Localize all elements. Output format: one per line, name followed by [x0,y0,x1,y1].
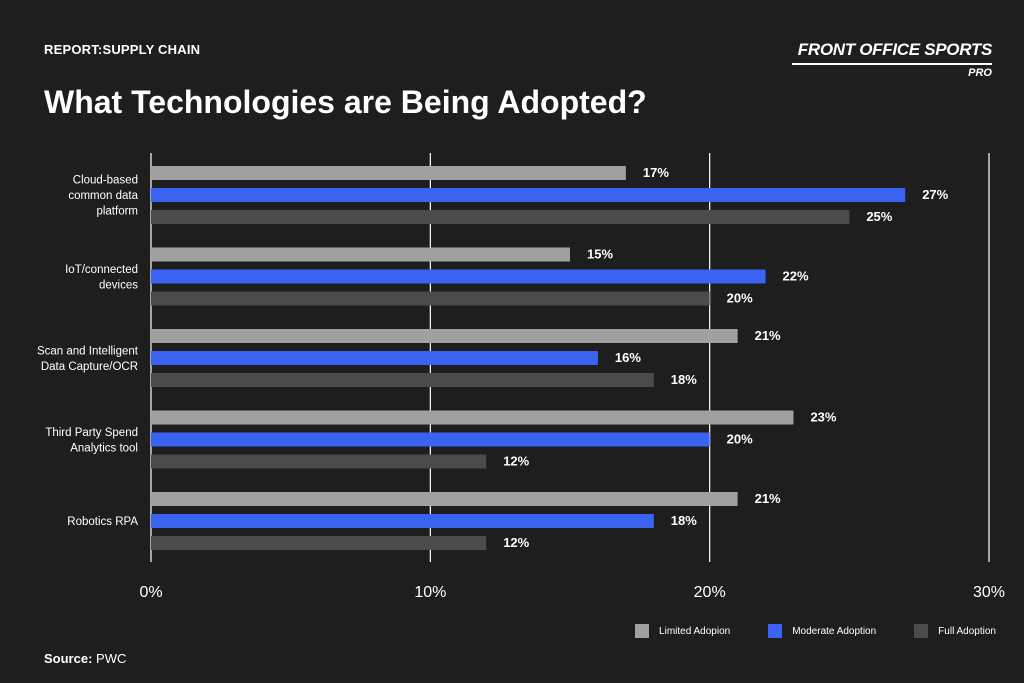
data-label: 12% [503,535,529,550]
data-label: 21% [755,328,781,343]
bar [151,373,654,387]
brand-sub: PRO [968,67,992,79]
legend-label: Moderate Adoption [792,625,877,637]
bar [151,247,570,262]
category-label: Scan and Intelligent [37,345,139,357]
legend-swatch [768,624,783,638]
bar [151,166,626,180]
bar [151,351,598,365]
category-label: Analytics tool [70,442,138,454]
x-tick-label: 30% [973,584,1005,601]
bar [151,291,710,306]
category-label: Robotics RPA [67,516,138,528]
bar [151,269,766,284]
bar [151,188,906,202]
page-title: What Technologies are Being Adopted? [44,84,647,120]
data-label: 17% [643,165,669,180]
source-value: PWC [96,651,127,666]
category-label: common data [68,190,138,202]
category-label: platform [96,206,138,218]
legend-label: Full Adoption [938,625,996,637]
bar [151,454,487,469]
bar [151,492,738,506]
x-tick-label: 0% [139,584,162,601]
chart-legend: Limited Adopion Moderate Adoption Full Ado… [635,624,996,638]
data-label: 15% [587,247,613,262]
bar [151,410,794,425]
data-label: 20% [727,432,753,447]
data-label: 18% [671,372,697,387]
legend-item: Moderate Adoption [768,624,876,638]
report-label: REPORT:SUPPLY CHAIN [44,42,201,57]
data-label: 16% [615,350,641,365]
bar [151,329,738,343]
legend-item: Limited Adopion [635,624,730,638]
brand-logo: FRONT OFFICE SPORTS PRO [792,40,992,79]
category-label: Data Capture/OCR [41,361,138,373]
data-label: 20% [727,291,753,306]
legend-swatch [635,624,650,638]
category-label: IoT/connected [65,264,138,276]
data-label: 23% [810,410,836,425]
bar [151,536,487,550]
bar-chart: 0% 10% 20% 30% 17% 27% 25% Cloud-based common da… [37,153,1005,601]
legend-label: Limited Adopion [659,625,731,637]
legend-item: Full Adoption [914,624,996,638]
brand-name: FRONT OFFICE SPORTS [792,40,992,65]
data-label: 25% [866,209,892,224]
category-label: Third Party Spend [45,427,138,439]
bar [151,514,654,528]
category-label: devices [99,279,138,291]
category-label: Cloud-based [73,175,138,187]
data-label: 27% [922,187,948,202]
bar [151,210,850,224]
data-label: 12% [503,454,529,469]
x-tick-label: 20% [694,584,726,601]
data-label: 18% [671,513,697,528]
data-label: 22% [783,269,809,284]
data-label: 21% [755,491,781,506]
source-label: Source: [44,651,93,666]
legend-swatch [914,624,929,638]
x-tick-label: 10% [414,584,446,601]
bar [151,432,710,447]
source-note: Source: PWC [44,651,126,666]
